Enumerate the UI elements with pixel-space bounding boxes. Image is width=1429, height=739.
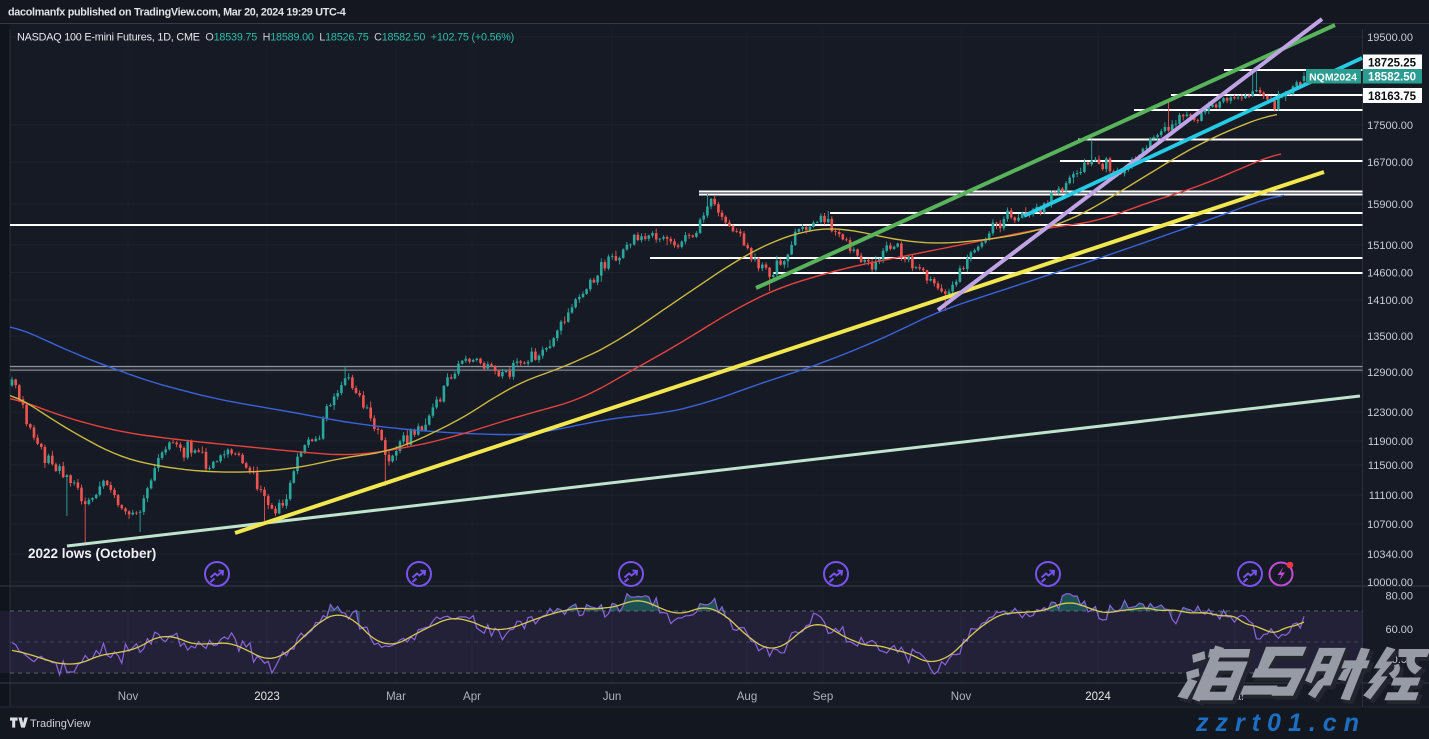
- svg-text:11500.00: 11500.00: [1368, 460, 1413, 472]
- svg-text:11100.00: 11100.00: [1369, 490, 1413, 502]
- svg-text:2023: 2023: [254, 691, 280, 703]
- svg-text:2022 lows (October): 2022 lows (October): [28, 546, 156, 561]
- svg-text:17500.00: 17500.00: [1367, 120, 1413, 132]
- svg-text:18582.50: 18582.50: [1368, 72, 1416, 84]
- svg-text:Nov: Nov: [951, 691, 972, 703]
- svg-text:zzrt01.cn: zzrt01.cn: [1195, 709, 1366, 737]
- svg-text:60.00: 60.00: [1385, 624, 1413, 636]
- svg-text:11900.00: 11900.00: [1368, 436, 1413, 448]
- svg-text:14100.00: 14100.00: [1367, 295, 1413, 307]
- svg-text:19500.00: 19500.00: [1367, 32, 1413, 44]
- svg-text:13500.00: 13500.00: [1367, 331, 1413, 343]
- svg-text:16700.00: 16700.00: [1367, 157, 1413, 169]
- svg-text:14600.00: 14600.00: [1367, 268, 1413, 280]
- svg-text:Apr: Apr: [463, 691, 481, 703]
- svg-text:Jun: Jun: [603, 691, 622, 703]
- svg-text:18163.75: 18163.75: [1368, 91, 1417, 103]
- svg-text:Sep: Sep: [813, 691, 833, 703]
- svg-text:NASDAQ 100 E-mini Futures, 1D,: NASDAQ 100 E-mini Futures, 1D, CME O1853…: [17, 32, 514, 44]
- svg-text:10000.00: 10000.00: [1367, 577, 1413, 589]
- svg-text:12900.00: 12900.00: [1367, 367, 1413, 379]
- svg-text:12300.00: 12300.00: [1367, 407, 1413, 419]
- svg-text:10700.00: 10700.00: [1367, 519, 1413, 531]
- svg-text:dacolmanfx published on Tradin: dacolmanfx published on TradingView.com,…: [8, 7, 346, 19]
- svg-text:80.00: 80.00: [1385, 591, 1413, 603]
- svg-text:2024: 2024: [1085, 691, 1111, 703]
- svg-text:TradingView: TradingView: [30, 718, 91, 730]
- svg-text:10340.00: 10340.00: [1367, 549, 1413, 561]
- svg-text:18725.25: 18725.25: [1368, 58, 1417, 70]
- svg-text:NQM2024: NQM2024: [1309, 72, 1357, 84]
- svg-text:Mar: Mar: [386, 691, 406, 703]
- svg-text:15900.00: 15900.00: [1367, 199, 1413, 211]
- svg-text:Aug: Aug: [737, 691, 757, 703]
- svg-text:15100.00: 15100.00: [1367, 240, 1413, 252]
- svg-text:Nov: Nov: [118, 691, 139, 703]
